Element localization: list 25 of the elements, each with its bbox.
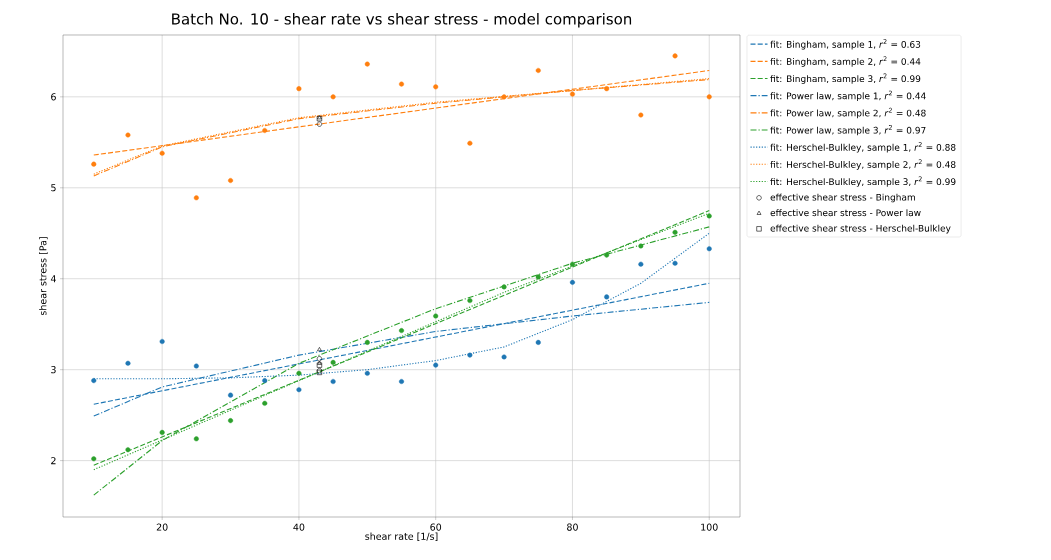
y-tick-label: 6: [51, 93, 56, 101]
legend-label: fit: Bingham, sample 3, r$^{2}$ = 0.99: [770, 73, 921, 84]
legend-label: effective shear stress - Bingham: [770, 193, 915, 203]
x-tick-label: 100: [701, 523, 718, 531]
y-tick-label: 3: [51, 366, 56, 374]
y-tick-label: 4: [50, 275, 56, 283]
legend-label: fit: Power law, sample 1, r$^{2}$ = 0.44: [770, 90, 926, 102]
x-tick-label: 80: [567, 523, 578, 531]
chart-title: Batch No. 10 - shear rate vs shear stress - model comparison: [172, 12, 632, 28]
legend-label: fit: Power law, sample 3, r$^{2}$ = 0.97: [770, 125, 926, 136]
x-axis-title: shear rate [1/s]: [365, 532, 438, 542]
y-tick-label: 5: [51, 184, 56, 192]
legend-label: fit: Bingham, sample 2, r$^{2}$ = 0.44: [770, 56, 921, 67]
x-tick-label: 40: [293, 523, 305, 531]
legend-label: fit: Bingham, sample 1, r$^{2}$ = 0.63: [770, 39, 921, 50]
x-tick-label: 20: [156, 523, 168, 531]
legend-label: fit: Herschel-Bulkley, sample 1, r$^{2}$ = 0.88: [770, 142, 956, 153]
legend-label: effective shear stress - Herschel-Bulkley: [770, 224, 951, 234]
legend-label: effective shear stress - Power law: [770, 209, 921, 217]
legend-label: fit: Herschel-Bulkley, sample 3, r$^{2}$ = 0.99: [770, 176, 956, 187]
y-axis-title: shear stress [Pa]: [39, 237, 48, 316]
legend-label: fit: Herschel-Bulkley, sample 2, r$^{2}$ = 0.48: [770, 159, 956, 170]
x-tick-label: 60: [430, 523, 442, 531]
legend-label: fit: Power law, sample 2, r$^{2}$ = 0.48: [770, 107, 926, 119]
y-tick-label: 2: [51, 457, 56, 465]
